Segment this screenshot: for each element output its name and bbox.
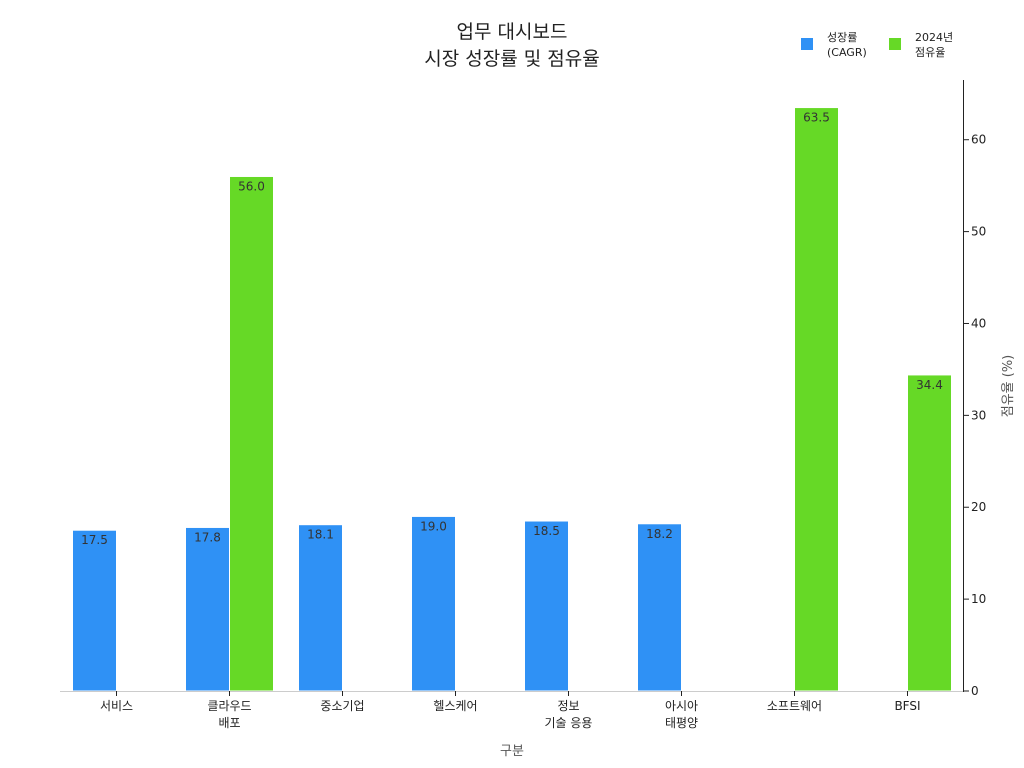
x-tick-label-2-0: 중소기업 [320, 699, 364, 713]
data-label-growth-5: 18.2 [646, 527, 673, 541]
y-tick-labels: 0 10 20 30 40 50 60 [964, 133, 986, 698]
y-tick-label-0: 0 [971, 684, 979, 698]
chart-title-line-2: 시장 성장률 및 점유율 [424, 48, 599, 70]
y-axis-label: 점유율 (%) [1001, 355, 1016, 418]
x-tick-label-1-1: 배포 [218, 716, 240, 730]
x-tick-label-5-0: 아시아 [665, 699, 698, 713]
y-tick-label-3: 30 [971, 408, 986, 422]
y-tick-label-4: 40 [971, 316, 986, 330]
x-tick-label-5-1: 태평양 [665, 716, 698, 730]
legend-label-growth-line-2: (CAGR) [827, 46, 867, 59]
bars [72, 107, 952, 692]
legend: 성장률 (CAGR) 2024년 점유율 [801, 31, 953, 59]
x-tick-label-1-0: 클라우드 [207, 699, 251, 713]
data-label-growth-2: 18.1 [307, 528, 334, 542]
legend-swatch-share [889, 38, 901, 50]
data-label-growth-4: 18.5 [533, 524, 560, 538]
data-label-share-6: 63.5 [803, 111, 830, 125]
x-tick-label-4-1: 기술 응용 [545, 716, 593, 730]
bar-growth-1 [185, 526, 230, 692]
bar-share-7 [907, 374, 952, 692]
bar-growth-3 [411, 515, 456, 692]
bar-growth-5 [637, 523, 682, 692]
bar-share-6 [794, 107, 839, 692]
bar-growth-0 [72, 529, 117, 692]
x-tick-label-7-0: BFSI [894, 699, 920, 713]
y-tick-label-1: 10 [971, 592, 986, 606]
data-label-share-1: 56.0 [238, 179, 265, 193]
bar-growth-4 [524, 520, 569, 692]
bar-labels: 17.5 17.8 18.1 19.0 18.5 18.2 56.0 63.5 34.4 [81, 111, 943, 548]
bar-growth-2 [298, 524, 343, 692]
x-tick-label-3-0: 헬스케어 [433, 699, 477, 713]
y-tick-label-2: 20 [971, 500, 986, 514]
x-tick-label-6-0: 소프트웨어 [767, 699, 822, 713]
chart-title-line-1: 업무 대시보드 [457, 21, 568, 43]
legend-swatch-growth [801, 38, 813, 50]
y-tick-label-6: 60 [971, 133, 986, 147]
bar-share-1 [229, 175, 274, 692]
legend-label-growth-line-1: 성장률 [827, 31, 857, 44]
data-label-growth-0: 17.5 [81, 533, 108, 547]
data-label-growth-3: 19.0 [420, 519, 447, 533]
data-label-share-7: 34.4 [916, 378, 943, 392]
data-label-growth-1: 17.8 [194, 530, 221, 544]
y-tick-label-5: 50 [971, 225, 986, 239]
x-axis-label: 구분 [500, 744, 524, 759]
chart-title: 업무 대시보드 시장 성장률 및 점유율 [424, 21, 599, 70]
legend-label-share-line-1: 2024년 [915, 31, 953, 44]
x-tick-label-0-0: 서비스 [100, 699, 133, 713]
x-tick-label-4-0: 정보 [557, 699, 579, 713]
legend-label-share-line-2: 점유율 [915, 46, 945, 59]
